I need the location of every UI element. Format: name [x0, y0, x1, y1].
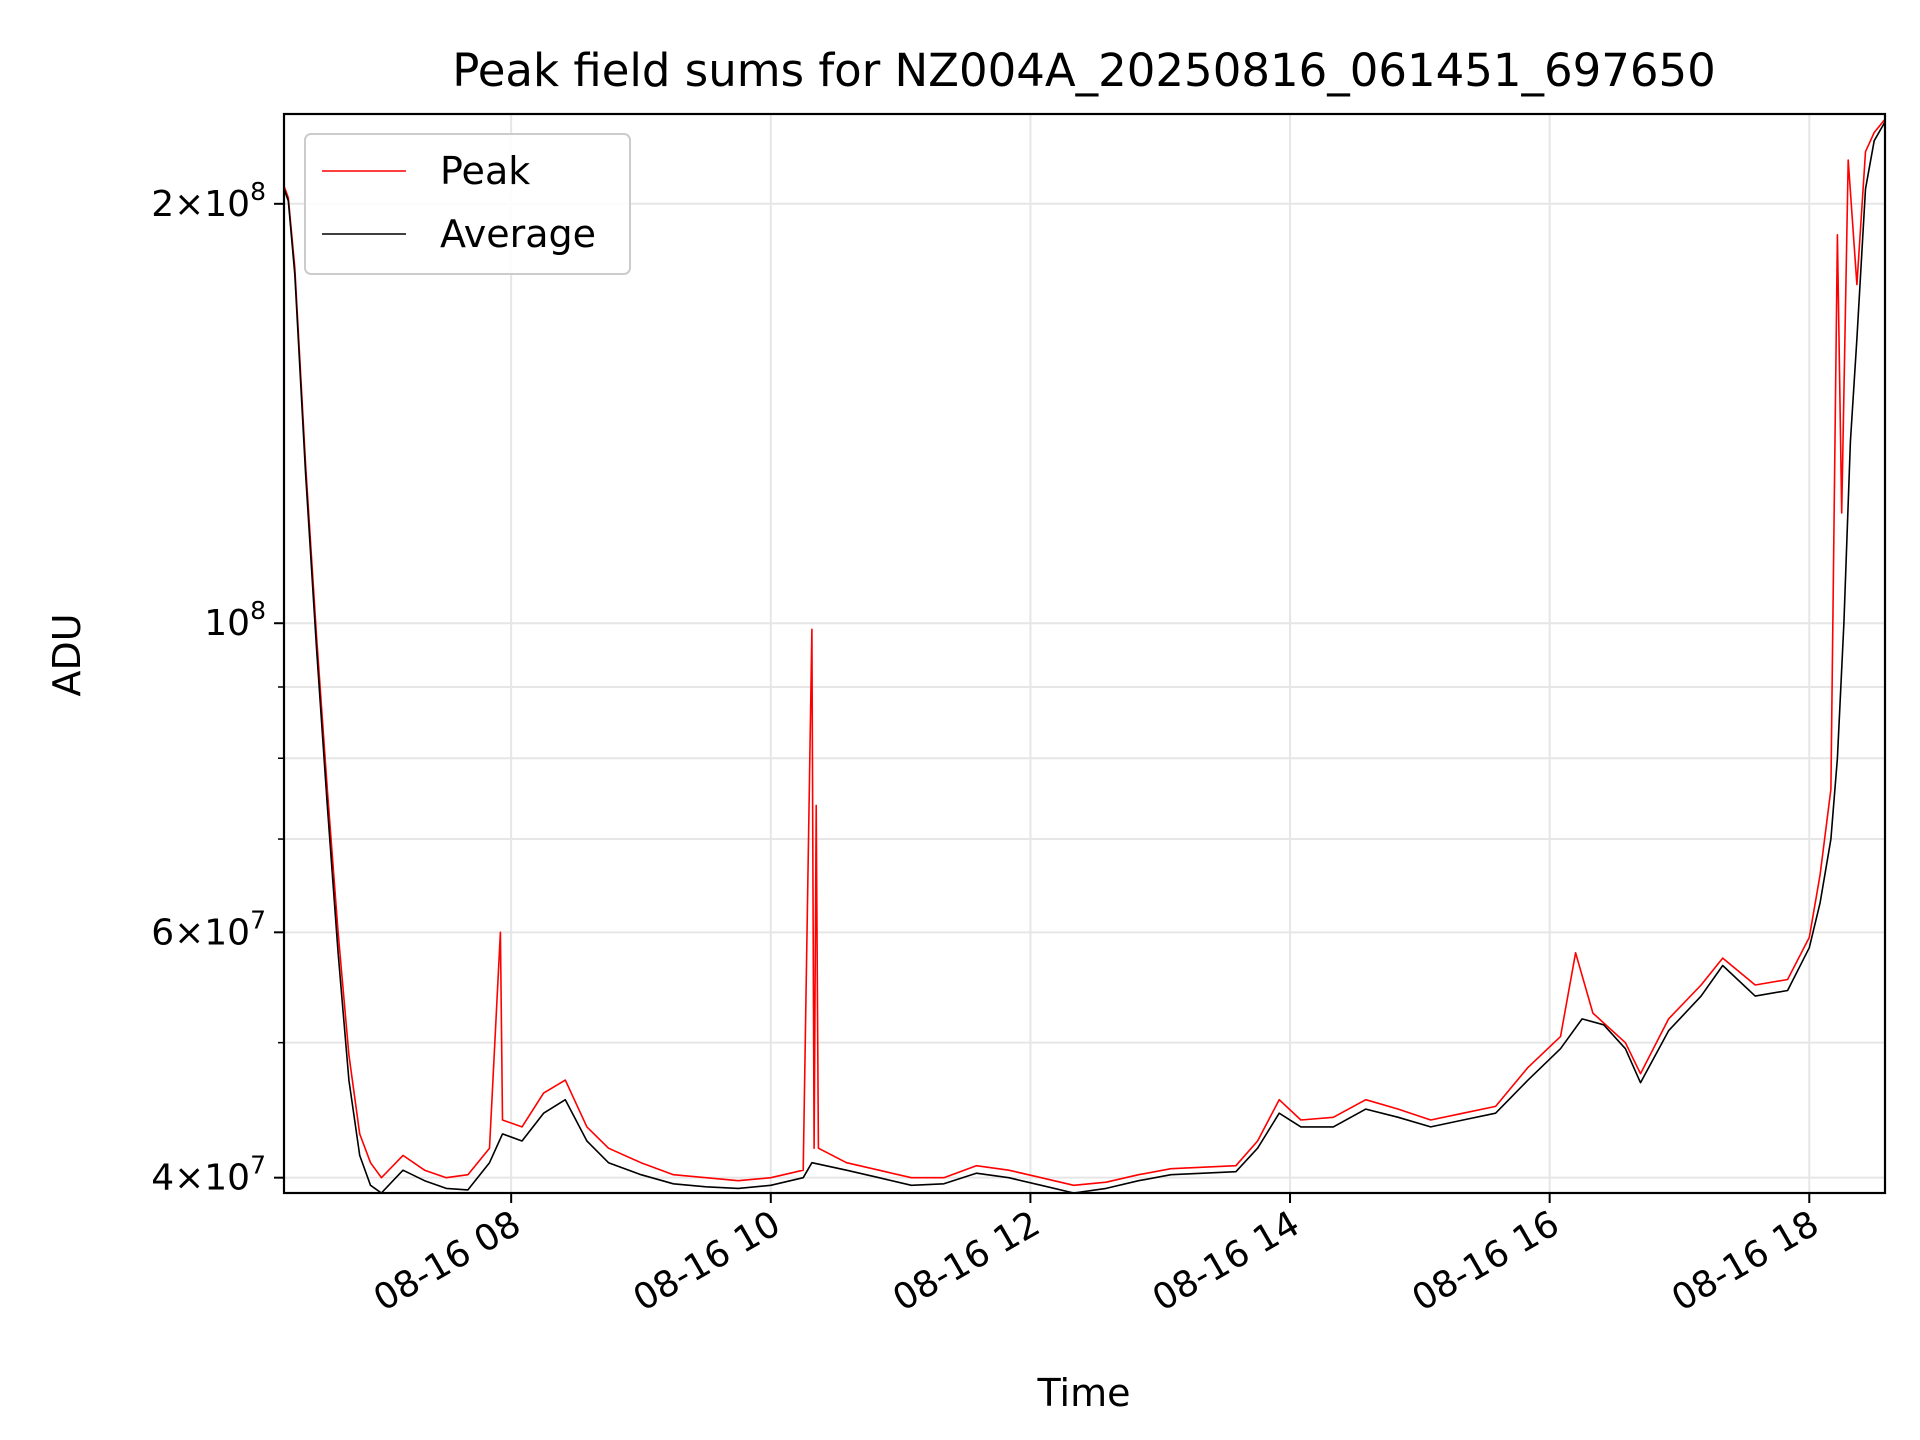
y-axis-title: ADU	[45, 613, 89, 696]
series-line-peak	[283, 118, 1886, 1187]
legend: Peak Average	[304, 133, 631, 275]
x-axis-title: Time	[1037, 1371, 1131, 1415]
y-tick-label: 4×107	[151, 1151, 266, 1199]
series-layer	[283, 118, 1886, 1194]
y-tick-label: 2×108	[151, 177, 266, 225]
gridlines	[284, 114, 1885, 1193]
legend-label-average: Average	[440, 212, 596, 256]
y-tick-label: 6×107	[151, 905, 266, 953]
series-line-average	[283, 121, 1886, 1194]
y-tick-label: 108	[204, 596, 266, 644]
legend-box	[304, 133, 631, 275]
chart-title: Peak field sums for NZ004A_20250816_0614…	[452, 44, 1716, 97]
legend-label-peak: Peak	[440, 149, 530, 193]
plot-frame	[282, 112, 1887, 1195]
